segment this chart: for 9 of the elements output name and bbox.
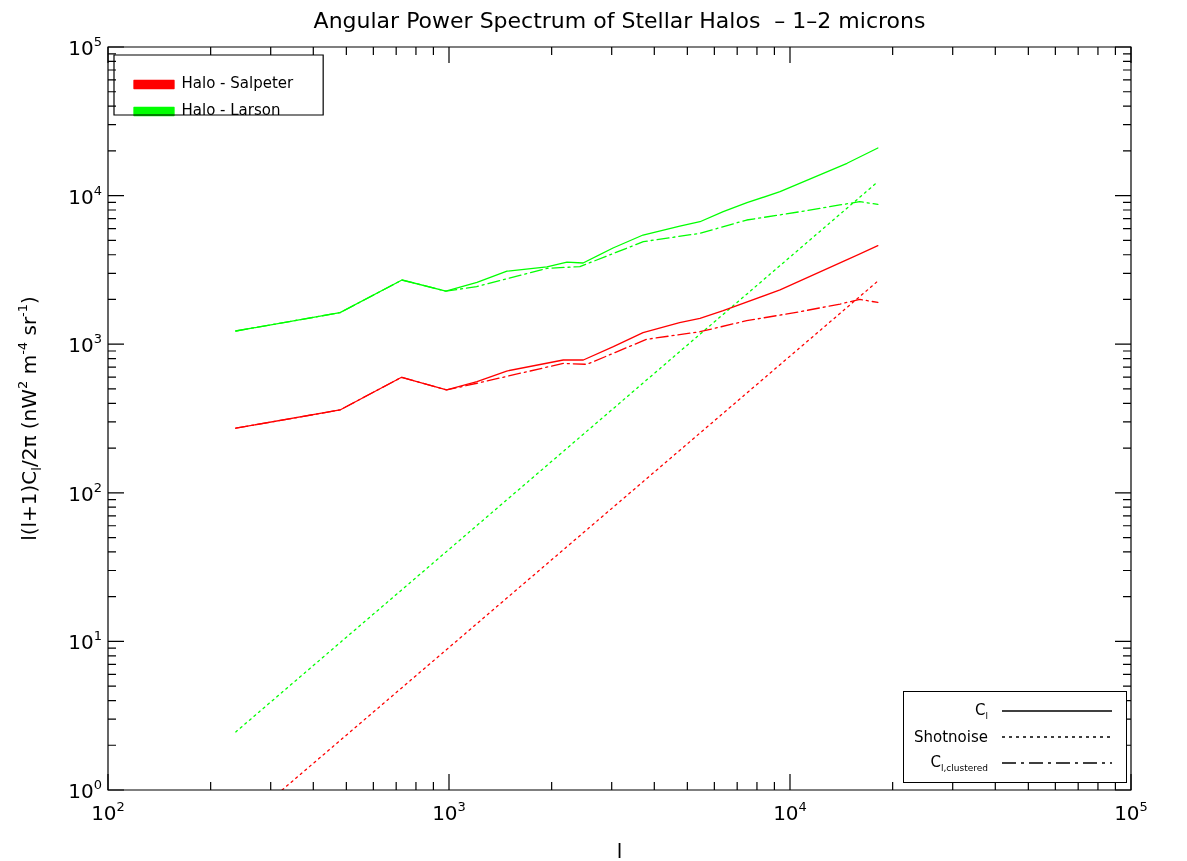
style-key-box: C$_{l}$ Shotnoise C$_{l,clustered}$ <box>903 691 1127 783</box>
annotation: C$_{l,clustered}$ <box>930 753 988 773</box>
legend-label: Halo - Larson <box>181 101 281 120</box>
chart-title: Angular Power Spectrum of Stellar Halos – 1–2 microns <box>313 8 926 33</box>
annotation: Shotnoise <box>914 728 988 746</box>
x-axis-title: l <box>616 839 623 861</box>
text: l(l+1)Cl/2π (nW2 m-4 sr-1) <box>15 296 44 541</box>
annotation: C$_{l}$ <box>975 701 988 721</box>
legend-label: Halo - Salpeter <box>181 74 295 93</box>
